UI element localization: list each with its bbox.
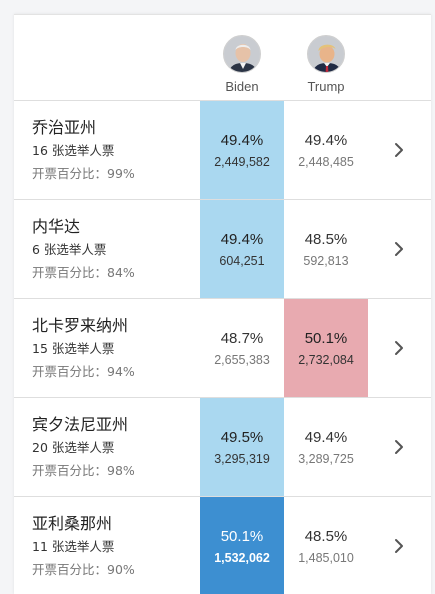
electoral-votes: 11 张选举人票 [32, 539, 115, 554]
biden-result-cell: 50.1% 1,532,062 [200, 497, 284, 594]
chevron-right-icon[interactable] [392, 142, 406, 158]
biden-percent: 50.1% [220, 528, 264, 545]
electoral-votes: 15 张选举人票 [32, 341, 115, 356]
chevron-right-icon[interactable] [392, 439, 406, 455]
candidate-trump: Trump [284, 35, 368, 94]
reporting-percent: 开票百分比：94% [32, 364, 135, 379]
state-row[interactable]: 北卡罗来纳州 15 张选举人票 开票百分比：94% 48.7% 2,655,38… [14, 299, 431, 398]
biden-result-cell: 49.5% 3,295,319 [200, 398, 284, 496]
candidates-header: Biden Trump [14, 15, 431, 101]
chevron-right-icon[interactable] [392, 538, 406, 554]
state-info: 亚利桑那州 11 张选举人票 开票百分比：90% [32, 513, 135, 579]
state-info: 北卡罗来纳州 15 张选举人票 开票百分比：94% [32, 315, 135, 381]
state-row[interactable]: 宾夕法尼亚州 20 张选举人票 开票百分比：98% 49.5% 3,295,31… [14, 398, 431, 497]
trump-avatar-icon [307, 35, 345, 73]
state-info: 内华达 6 张选举人票 开票百分比：84% [32, 216, 135, 282]
state-name: 内华达 [32, 217, 81, 236]
reporting-percent: 开票百分比：99% [32, 166, 135, 181]
trump-percent: 50.1% [304, 330, 348, 347]
reporting-percent: 开票百分比：98% [32, 463, 135, 478]
trump-votes: 1,485,010 [298, 551, 354, 565]
trump-percent: 49.4% [304, 132, 348, 149]
biden-votes: 3,295,319 [214, 452, 270, 466]
trump-votes: 2,732,084 [298, 353, 354, 367]
trump-votes: 3,289,725 [298, 452, 354, 466]
trump-result-cell: 50.1% 2,732,084 [284, 299, 368, 397]
biden-avatar-icon [223, 35, 261, 73]
state-name: 乔治亚州 [32, 118, 97, 137]
biden-percent: 48.7% [220, 330, 264, 347]
state-info: 乔治亚州 16 张选举人票 开票百分比：99% [32, 117, 135, 183]
trump-result-cell: 48.5% 592,813 [284, 200, 368, 298]
biden-percent: 49.4% [220, 132, 264, 149]
trump-result-cell: 49.4% 3,289,725 [284, 398, 368, 496]
trump-votes: 2,448,485 [298, 155, 354, 169]
chevron-right-icon[interactable] [392, 340, 406, 356]
electoral-votes: 20 张选举人票 [32, 440, 115, 455]
biden-votes: 1,532,062 [214, 551, 270, 565]
candidate-biden: Biden [200, 35, 284, 94]
biden-result-cell: 49.4% 2,449,582 [200, 101, 284, 199]
trump-votes: 592,813 [303, 254, 349, 268]
electoral-votes: 6 张选举人票 [32, 242, 107, 257]
biden-votes: 2,655,383 [214, 353, 270, 367]
electoral-votes: 16 张选举人票 [32, 143, 115, 158]
state-name: 北卡罗来纳州 [32, 316, 129, 335]
biden-votes: 2,449,582 [214, 155, 270, 169]
results-card: Biden Trump 乔治亚州 16 张选举人票 开票百分比：99% [14, 14, 431, 594]
state-row[interactable]: 亚利桑那州 11 张选举人票 开票百分比：90% 50.1% 1,532,062… [14, 497, 431, 594]
trump-result-cell: 48.5% 1,485,010 [284, 497, 368, 594]
candidate-name-trump: Trump [307, 79, 345, 94]
trump-percent: 49.4% [304, 429, 348, 446]
state-row[interactable]: 乔治亚州 16 张选举人票 开票百分比：99% 49.4% 2,449,582 … [14, 101, 431, 200]
state-info: 宾夕法尼亚州 20 张选举人票 开票百分比：98% [32, 414, 135, 480]
trump-percent: 48.5% [304, 528, 348, 545]
biden-result-cell: 48.7% 2,655,383 [200, 299, 284, 397]
chevron-right-icon[interactable] [392, 241, 406, 257]
biden-votes: 604,251 [219, 254, 265, 268]
trump-percent: 48.5% [304, 231, 348, 248]
trump-result-cell: 49.4% 2,448,485 [284, 101, 368, 199]
biden-percent: 49.4% [220, 231, 264, 248]
state-row[interactable]: 内华达 6 张选举人票 开票百分比：84% 49.4% 604,251 48.5… [14, 200, 431, 299]
biden-result-cell: 49.4% 604,251 [200, 200, 284, 298]
biden-percent: 49.5% [220, 429, 264, 446]
state-name: 宾夕法尼亚州 [32, 415, 129, 434]
candidate-name-biden: Biden [225, 79, 259, 94]
reporting-percent: 开票百分比：90% [32, 562, 135, 577]
state-name: 亚利桑那州 [32, 514, 113, 533]
reporting-percent: 开票百分比：84% [32, 265, 135, 280]
